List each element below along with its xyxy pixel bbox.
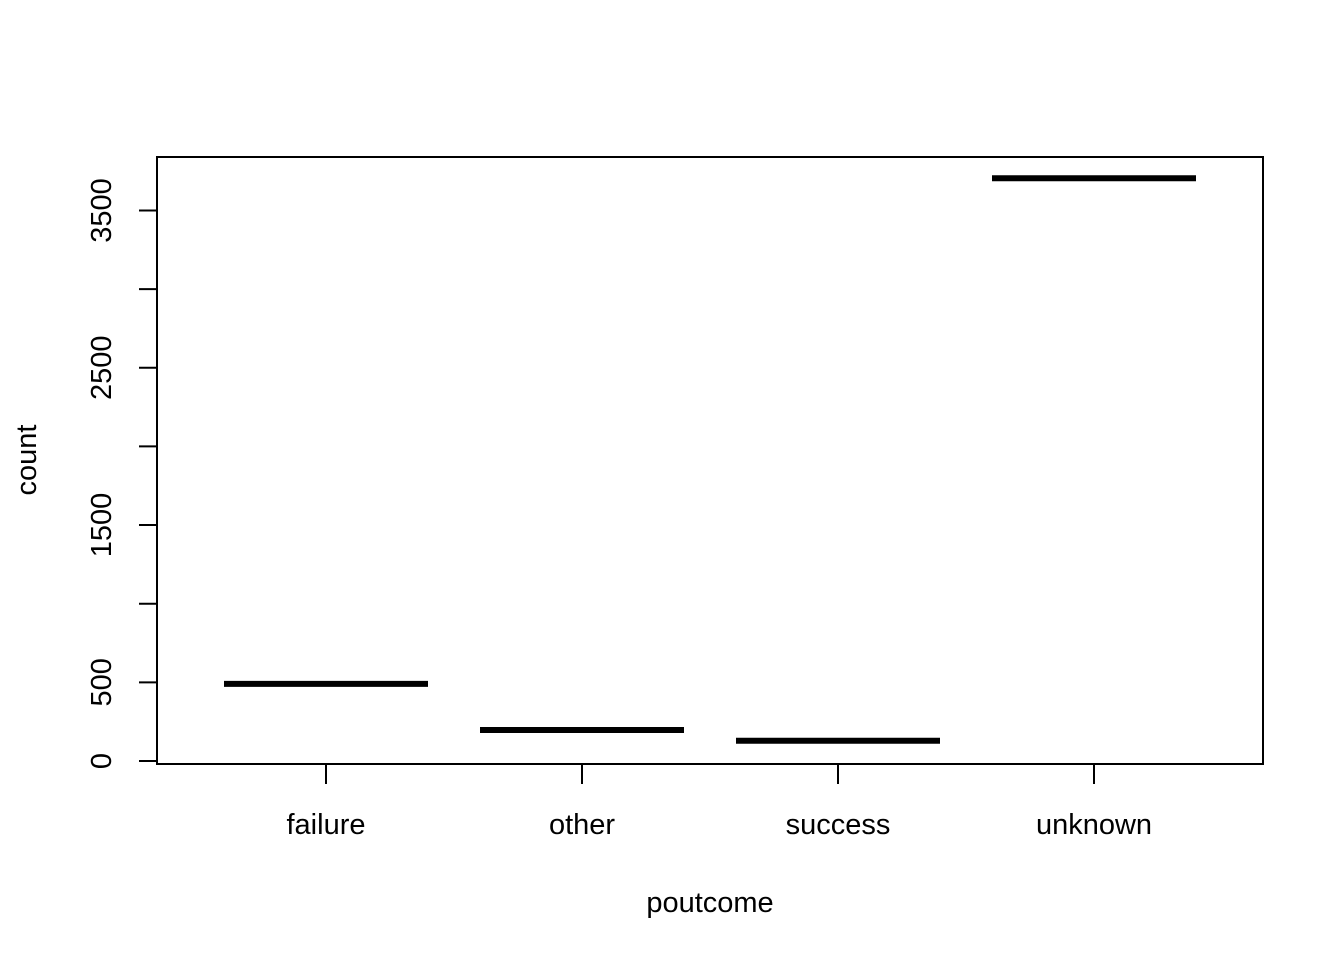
y-tick-label: 500 xyxy=(86,658,118,706)
y-axis: 0 500 1500 2500 3500 xyxy=(86,178,157,769)
x-tick-label: other xyxy=(549,809,615,841)
x-tick-label: failure xyxy=(287,809,366,841)
x-axis: failure other success unknown xyxy=(287,764,1152,841)
y-axis-title: count xyxy=(11,425,43,496)
y-tick-label: 0 xyxy=(86,753,118,769)
y-tick-label: 2500 xyxy=(86,335,118,400)
x-tick-label: success xyxy=(786,809,891,841)
y-tick-label: 1500 xyxy=(86,493,118,558)
x-axis-title: poutcome xyxy=(646,887,773,919)
plot-frame xyxy=(156,156,1264,765)
x-tick-label: unknown xyxy=(1036,809,1152,841)
y-tick-label: 3500 xyxy=(86,178,118,243)
data-series xyxy=(224,175,1196,744)
